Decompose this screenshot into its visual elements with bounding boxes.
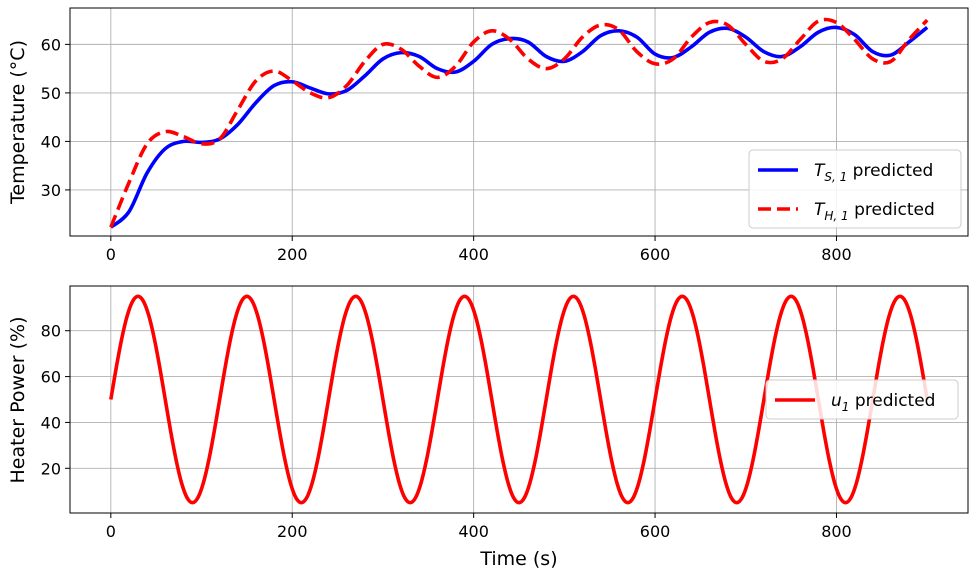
power-x-ticks: 0 200 400 600 800 xyxy=(106,513,852,541)
y-tick-label: 80 xyxy=(41,322,61,341)
x-tick-label: 400 xyxy=(458,522,489,541)
legend-box xyxy=(765,379,959,420)
x-tick-label: 200 xyxy=(277,245,308,264)
time-x-label: Time (s) xyxy=(479,548,557,570)
y-tick-label: 60 xyxy=(41,35,61,54)
x-tick-label: 600 xyxy=(640,522,671,541)
legend-label: TS, 1 predicted xyxy=(814,161,933,184)
power-lines xyxy=(109,294,929,505)
y-tick-label: 50 xyxy=(41,84,61,103)
series-line xyxy=(109,294,929,505)
x-tick-label: 800 xyxy=(821,522,852,541)
temperature-x-ticks: 0 200 400 600 800 xyxy=(106,236,852,264)
x-tick-label: 0 xyxy=(106,522,116,541)
y-tick-label: 20 xyxy=(41,459,61,478)
power-grid xyxy=(70,286,968,513)
x-tick-label: 800 xyxy=(821,245,852,264)
y-tick-label: 40 xyxy=(41,132,61,151)
x-tick-label: 400 xyxy=(458,245,489,264)
x-tick-label: 600 xyxy=(640,245,671,264)
power-legend: u1 predicted xyxy=(765,379,959,420)
temperature-y-label: Temperature (°C) xyxy=(7,40,29,205)
legend-box xyxy=(748,149,962,229)
series-line xyxy=(109,17,929,228)
power-axes-frame xyxy=(69,285,969,514)
temperature-y-ticks: 30 40 50 60 xyxy=(41,35,70,200)
power-y-label: Heater Power (%) xyxy=(7,317,29,484)
y-tick-label: 30 xyxy=(41,181,61,200)
legend-label: TH, 1 predicted xyxy=(814,200,935,223)
x-tick-label: 200 xyxy=(277,522,308,541)
y-tick-label: 40 xyxy=(41,413,61,432)
legend-label: u1 predicted xyxy=(831,391,935,414)
temperature-axes-frame xyxy=(69,7,969,237)
temperature-legend: TS, 1 predicted TH, 1 predicted xyxy=(748,149,962,229)
y-tick-label: 60 xyxy=(41,368,61,387)
power-y-ticks: 20 40 60 80 xyxy=(41,322,70,478)
x-tick-label: 0 xyxy=(106,245,116,264)
temperature-lines xyxy=(109,17,929,229)
